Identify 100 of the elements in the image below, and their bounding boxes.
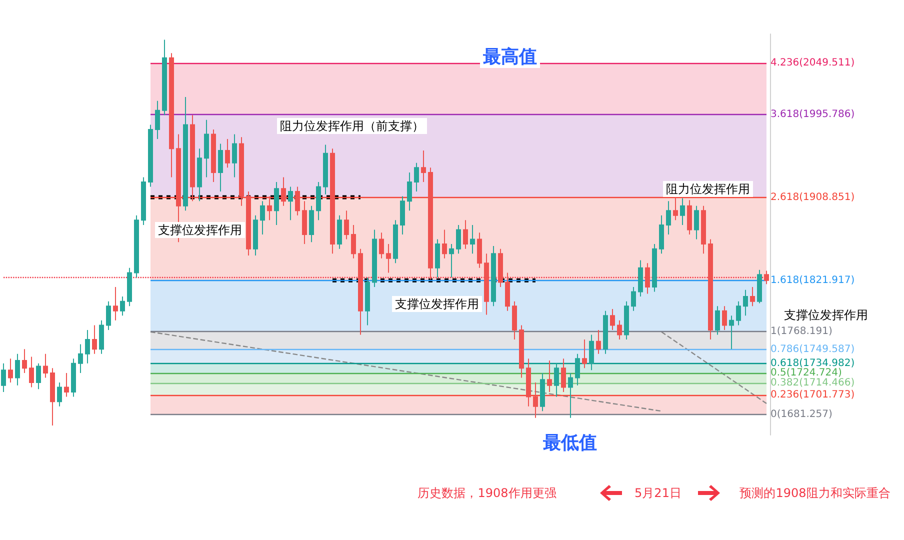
candlestick xyxy=(512,300,517,340)
candlestick xyxy=(29,356,34,388)
candlestick xyxy=(99,320,104,354)
candlestick xyxy=(568,372,573,418)
candlestick xyxy=(155,100,160,140)
candlestick xyxy=(183,96,188,212)
candlestick xyxy=(393,220,398,264)
candlestick xyxy=(589,334,594,371)
candlestick xyxy=(316,181,321,221)
candlestick xyxy=(64,372,69,398)
ref-line-label: 1.618(1821.917) xyxy=(770,274,855,286)
candlestick xyxy=(211,128,216,182)
candlestick xyxy=(575,353,580,386)
text: 历史数据，1908作用更强 xyxy=(418,486,556,500)
candlestick xyxy=(260,200,265,235)
candlestick xyxy=(540,372,545,412)
candlestick xyxy=(554,362,559,398)
candlestick xyxy=(120,296,125,316)
candlestick xyxy=(337,214,342,250)
candlestick xyxy=(197,148,202,202)
ref-line-label: 0.236(1701.773) xyxy=(770,390,855,401)
candlestick xyxy=(302,200,307,245)
candlestick xyxy=(743,289,748,316)
candlestick xyxy=(239,136,244,206)
candlestick xyxy=(498,248,503,288)
ref-line-label: 0.5(1724.724) xyxy=(770,368,842,379)
candlestick xyxy=(659,214,664,254)
candlestick xyxy=(645,262,650,294)
candlestick xyxy=(680,198,685,226)
candlestick xyxy=(582,339,587,369)
candlestick xyxy=(596,329,601,354)
candlestick xyxy=(694,205,699,240)
ref-line-label: 0.618(1734.982) xyxy=(770,358,855,369)
text: 支撑位发挥作用 xyxy=(784,308,868,322)
candlestick xyxy=(43,353,48,378)
candlestick xyxy=(442,229,447,259)
candlestick xyxy=(71,358,76,398)
candlestick xyxy=(323,144,328,195)
candlestick xyxy=(624,300,629,340)
candlestick xyxy=(428,167,433,280)
candlestick xyxy=(708,238,713,340)
candlestick xyxy=(8,358,13,383)
candlestick xyxy=(610,308,615,330)
candlestick xyxy=(652,244,657,292)
candlestick xyxy=(92,324,97,354)
candlestick xyxy=(190,114,195,202)
candlestick xyxy=(267,196,272,221)
candlestick xyxy=(519,324,524,378)
candlestick xyxy=(666,200,671,235)
candlestick xyxy=(526,358,531,407)
candlestick xyxy=(22,348,27,374)
candlestick xyxy=(15,353,20,386)
ref-line-label: 3.618(1995.786) xyxy=(770,108,855,120)
candlestick xyxy=(484,253,489,316)
candlestick xyxy=(330,148,335,254)
text: 5月21日 xyxy=(634,486,682,500)
candlestick xyxy=(400,196,405,235)
candlestick xyxy=(274,181,279,226)
candlestick xyxy=(750,286,755,307)
annotation: 最低值 xyxy=(542,432,597,454)
candlestick xyxy=(113,286,118,321)
candlestick xyxy=(78,344,83,374)
candlestick xyxy=(204,119,209,178)
candlestick xyxy=(449,244,454,278)
candlestick xyxy=(561,358,566,393)
candlestick xyxy=(729,315,734,350)
annotation: 阻力位发挥作用（前支撑） xyxy=(280,119,424,133)
candlestick xyxy=(36,362,41,390)
text: 预测的1908阻力和实际重合 xyxy=(740,486,890,500)
candlestick xyxy=(295,186,300,216)
candlestick xyxy=(505,272,510,312)
ref-line-label: 2.618(1908.851) xyxy=(770,192,855,203)
candlestick xyxy=(134,214,139,278)
candlestick xyxy=(50,368,55,426)
candlestick xyxy=(106,300,111,330)
candlestick xyxy=(351,224,356,259)
annotation: 支撑位发挥作用 xyxy=(158,223,242,237)
candlestick xyxy=(722,306,727,330)
candlestick xyxy=(232,134,237,178)
candlestick xyxy=(435,238,440,278)
candlestick xyxy=(169,52,174,178)
candlestick xyxy=(365,276,370,326)
candlestick xyxy=(372,229,377,288)
candlestick xyxy=(715,306,720,336)
annotation: 支撑位发挥作用 xyxy=(395,297,479,311)
candlestick xyxy=(141,176,146,226)
candlestick xyxy=(344,210,349,240)
candlestick xyxy=(603,310,608,354)
candlestick xyxy=(309,205,314,243)
candlestick xyxy=(477,232,482,268)
candlestick xyxy=(463,220,468,250)
ref-line-label: 0.786(1749.587) xyxy=(770,344,855,355)
candlestick xyxy=(421,150,426,182)
candlestick xyxy=(638,260,643,298)
candlestick xyxy=(288,186,293,221)
candlestick xyxy=(225,138,230,168)
candlestick xyxy=(701,205,706,254)
candlestick xyxy=(757,269,762,304)
annotation: 阻力位发挥作用 xyxy=(666,182,750,196)
candlestick xyxy=(533,382,538,418)
